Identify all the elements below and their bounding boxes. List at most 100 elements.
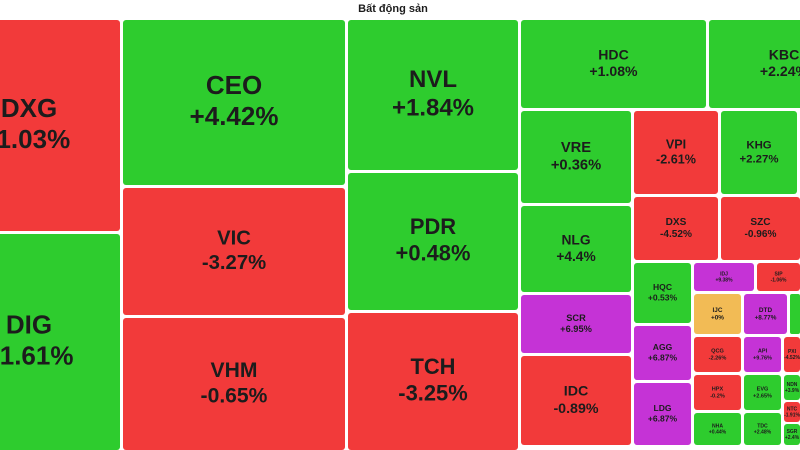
ticker: SCR [566, 313, 586, 323]
ticker: DTD [759, 307, 773, 314]
ticker: HQC [653, 282, 672, 292]
ticker: IDC [564, 384, 589, 400]
ticker: QCG [711, 349, 724, 355]
tile [757, 263, 800, 291]
ticker: DXG [1, 93, 57, 123]
ticker: VPI [666, 137, 686, 151]
change: +0.44% [709, 429, 727, 435]
change: +4.42% [190, 101, 279, 131]
change: -1.03% [0, 124, 70, 154]
change: +2.27% [740, 153, 779, 165]
tile [694, 375, 741, 410]
change: -4.52% [784, 355, 800, 361]
change: +2.65% [753, 393, 772, 399]
tile [784, 402, 800, 422]
tile [348, 20, 518, 170]
change: +0.36% [551, 158, 601, 174]
change: +0.53% [648, 292, 678, 302]
change: -2.26% [709, 355, 727, 361]
tile [721, 197, 800, 260]
ticker: HDC [598, 46, 629, 62]
tile-unlabeled [790, 294, 800, 334]
change: -3.27% [202, 252, 266, 274]
tile [744, 337, 781, 372]
ticker: VHM [211, 359, 258, 382]
tile [694, 294, 741, 334]
tile [694, 263, 754, 291]
ticker: SZC [750, 217, 770, 228]
tile [784, 424, 800, 445]
ticker: NLG [561, 232, 590, 247]
tile [784, 375, 800, 400]
ticker: DXS [666, 217, 687, 228]
tile [721, 111, 797, 194]
ticker: AGG [653, 342, 673, 352]
tile [634, 383, 691, 445]
ticker: NVL [409, 66, 457, 93]
change: +2.4% [785, 435, 800, 441]
change: +9.38% [715, 277, 733, 283]
tile [521, 206, 631, 292]
tile [0, 234, 120, 450]
change: -3.25% [398, 380, 467, 405]
ticker: KHG [746, 140, 771, 152]
tile [521, 295, 631, 353]
ticker: NDN [787, 382, 798, 388]
change: +6.87% [648, 352, 678, 362]
tile [521, 356, 631, 445]
change: +4.4% [556, 249, 595, 264]
change: -0.89% [553, 401, 598, 417]
change: +3.9% [785, 388, 800, 394]
tile [634, 111, 718, 194]
tile [0, 20, 120, 231]
ticker: CEO [206, 70, 262, 100]
ticker: VIC [217, 228, 251, 250]
change: +0% [711, 315, 724, 322]
change: -1.06% [771, 277, 787, 283]
tile [634, 197, 718, 260]
tile [521, 111, 631, 203]
ticker: PDR [410, 214, 456, 239]
change: -2.61% [656, 152, 696, 166]
tile [784, 337, 800, 372]
ticker: TDC [757, 423, 768, 429]
change: +0.48% [396, 240, 471, 265]
ticker: EVG [757, 387, 769, 393]
change: +6.87% [648, 413, 678, 423]
change: -1.91% [784, 412, 800, 418]
change: -0.2% [710, 393, 725, 399]
ticker: API [758, 349, 768, 355]
ticker: SIP [774, 271, 783, 277]
ticker: IDJ [720, 271, 728, 277]
tile [348, 313, 518, 450]
tile [744, 375, 781, 410]
tile [744, 294, 787, 334]
change: +6.95% [560, 324, 592, 334]
tile [521, 20, 706, 108]
change: +1.84% [392, 95, 474, 122]
ticker: VRE [561, 140, 591, 156]
tile [694, 413, 741, 445]
change: -0.96% [745, 229, 777, 240]
tile [123, 188, 345, 315]
change: +8.77% [755, 315, 777, 322]
change: +2.24% [760, 63, 800, 79]
tile [634, 326, 691, 380]
ticker: NTC [787, 406, 798, 412]
tile [694, 337, 741, 372]
ticker: SGR [787, 429, 798, 435]
change: -0.65% [201, 384, 268, 407]
chart-title: Bất động sản [358, 3, 428, 15]
ticker: TCH [410, 354, 455, 379]
ticker: IJC [713, 307, 723, 314]
change: +9.76% [753, 355, 772, 361]
ticker: HPX [712, 387, 724, 393]
tile [634, 263, 691, 323]
tile [123, 318, 345, 450]
tile [709, 20, 800, 108]
ticker: DIG [6, 309, 52, 339]
ticker: PXI [788, 349, 797, 355]
tile [348, 173, 518, 310]
tile [744, 413, 781, 445]
